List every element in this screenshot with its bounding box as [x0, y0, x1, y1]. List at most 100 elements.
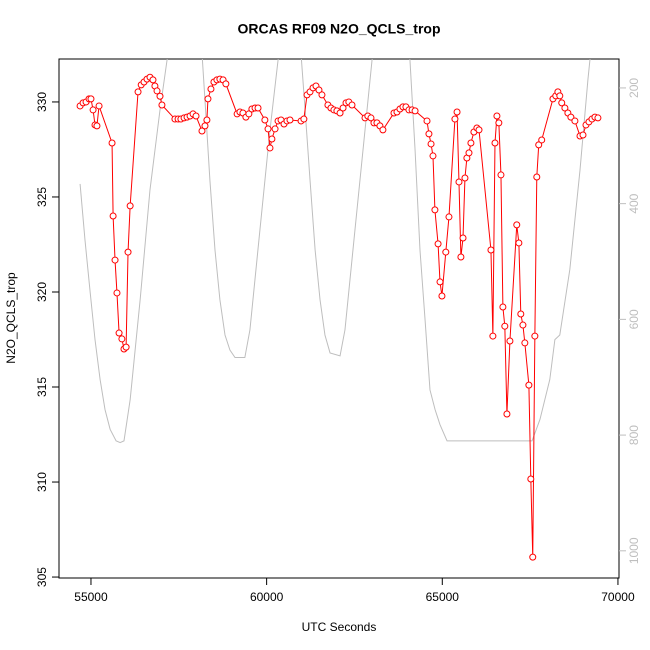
data-point [497, 171, 505, 179]
data-point [261, 116, 269, 124]
data-point [118, 335, 126, 343]
data-point [513, 221, 521, 229]
data-point [461, 174, 469, 182]
data-point [503, 410, 511, 418]
chart-title: ORCAS RF09 N2O_QCLS_trop [237, 21, 440, 37]
data-point [465, 149, 473, 157]
data-point [286, 116, 294, 124]
data-point [336, 109, 344, 117]
y-tick-label: 320 [35, 282, 49, 302]
data-point [475, 126, 483, 134]
data-point [95, 102, 103, 110]
data-point [115, 329, 123, 337]
data-point [153, 87, 161, 95]
data-point [89, 106, 97, 114]
data-point [198, 127, 206, 135]
data-point [411, 107, 419, 115]
data-point [318, 91, 326, 99]
data-point [467, 139, 475, 147]
y-axis-title: N2O_QCLS_trop [4, 272, 18, 364]
data-point [561, 104, 569, 112]
data-point [149, 76, 157, 84]
y2-tick-label: 400 [627, 193, 641, 213]
data-point [126, 202, 134, 210]
data-point [192, 112, 200, 120]
data-point [571, 117, 579, 125]
data-line [79, 59, 591, 444]
data-point [445, 213, 453, 221]
data-point [457, 253, 465, 261]
data-point [535, 141, 543, 149]
y-tick-label: 330 [35, 92, 49, 112]
plot-frame [58, 58, 620, 579]
data-point [556, 92, 564, 100]
data-point [201, 122, 209, 130]
data-point [436, 278, 444, 286]
data-point [579, 131, 587, 139]
data-point [423, 117, 431, 125]
data-point [379, 126, 387, 134]
x-tick-label: 70000 [601, 590, 635, 604]
y2-tick-label: 800 [627, 425, 641, 445]
y-tick-label: 305 [35, 567, 49, 587]
data-point [425, 130, 433, 138]
y2-tick-label: 600 [627, 309, 641, 329]
data-point [264, 125, 272, 133]
data-point [531, 332, 539, 340]
data-point [517, 310, 525, 318]
data-point [266, 144, 274, 152]
data-point [222, 80, 230, 88]
data-point [495, 119, 503, 127]
y-tick-label: 315 [35, 377, 49, 397]
data-point [87, 95, 95, 103]
data-point [122, 343, 130, 351]
data-point [134, 88, 142, 96]
plot-area [76, 59, 602, 561]
data-point [339, 104, 347, 112]
data-point [525, 381, 533, 389]
data-point [429, 152, 437, 160]
data-point [459, 234, 467, 242]
data-point [158, 101, 166, 109]
data-point [493, 112, 501, 120]
data-point [506, 337, 514, 345]
data-point [108, 139, 116, 147]
data-point [442, 248, 450, 256]
y2-tick-label: 200 [627, 78, 641, 98]
data-point [515, 239, 523, 247]
data-point [207, 85, 215, 93]
data-point [254, 104, 262, 112]
data-point [438, 292, 446, 300]
data-point [527, 475, 535, 483]
y-tick-label: 325 [35, 187, 49, 207]
y2-tick-label: 1000 [627, 537, 641, 564]
data-point [487, 246, 495, 254]
data-point [204, 95, 212, 103]
x-axis-title: UTC Seconds [302, 620, 377, 634]
data-point [431, 206, 439, 214]
y-tick-label: 310 [35, 472, 49, 492]
x-tick-label: 55000 [74, 590, 108, 604]
data-point [271, 125, 279, 133]
data-point [453, 108, 461, 116]
x-tick-label: 65000 [426, 590, 460, 604]
x-tick-label: 60000 [250, 590, 284, 604]
data-point [300, 115, 308, 123]
data-point [558, 99, 566, 107]
data-point [499, 303, 507, 311]
data-point [491, 139, 499, 147]
data-point [124, 248, 132, 256]
data-point [519, 321, 527, 329]
data-point [111, 256, 119, 264]
data-point [113, 289, 121, 297]
data-point [427, 140, 435, 148]
data-point [156, 92, 164, 100]
data-point [434, 240, 442, 248]
data-point [489, 332, 497, 340]
data-point [529, 553, 537, 561]
data-point [501, 322, 509, 330]
data-point [455, 178, 463, 186]
data-point [315, 86, 323, 94]
